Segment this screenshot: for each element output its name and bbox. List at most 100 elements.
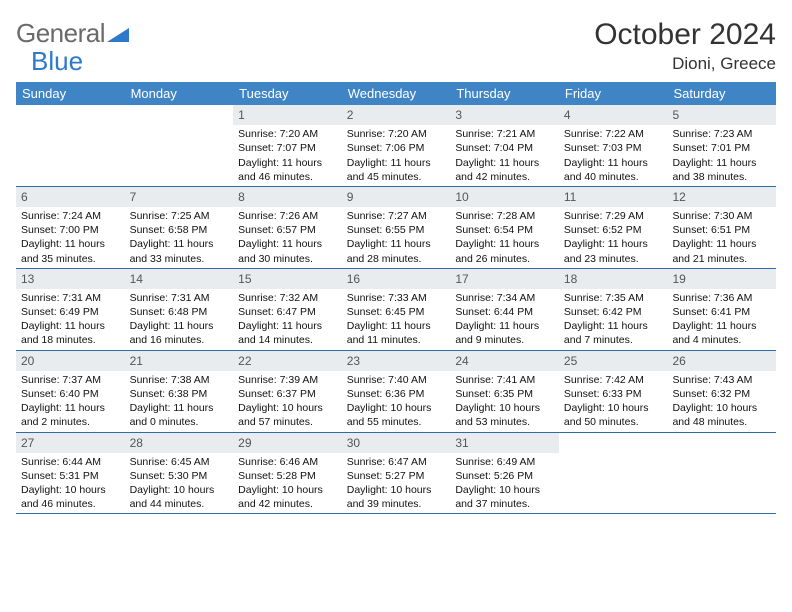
day-content: Sunrise: 7:29 AMSunset: 6:52 PMDaylight:… <box>559 207 668 268</box>
day-cell: 22Sunrise: 7:39 AMSunset: 6:37 PMDayligh… <box>233 351 342 432</box>
day-cell: 23Sunrise: 7:40 AMSunset: 6:36 PMDayligh… <box>342 351 451 432</box>
day-content: Sunrise: 7:31 AMSunset: 6:48 PMDaylight:… <box>125 289 234 350</box>
day-number: 10 <box>450 187 559 207</box>
day-cell: 21Sunrise: 7:38 AMSunset: 6:38 PMDayligh… <box>125 351 234 432</box>
day-content: Sunrise: 7:22 AMSunset: 7:03 PMDaylight:… <box>559 125 668 186</box>
day-cell: 18Sunrise: 7:35 AMSunset: 6:42 PMDayligh… <box>559 269 668 350</box>
day-number: 13 <box>16 269 125 289</box>
day-number: 12 <box>667 187 776 207</box>
day-content: Sunrise: 7:35 AMSunset: 6:42 PMDaylight:… <box>559 289 668 350</box>
day-header: Saturday <box>667 82 776 105</box>
day-content: Sunrise: 6:44 AMSunset: 5:31 PMDaylight:… <box>16 453 125 514</box>
day-header: Monday <box>125 82 234 105</box>
day-content: Sunrise: 7:36 AMSunset: 6:41 PMDaylight:… <box>667 289 776 350</box>
day-content: Sunrise: 7:41 AMSunset: 6:35 PMDaylight:… <box>450 371 559 432</box>
title-block: October 2024 Dioni, Greece <box>594 18 776 74</box>
week-row: 6Sunrise: 7:24 AMSunset: 7:00 PMDaylight… <box>16 187 776 269</box>
day-cell: 17Sunrise: 7:34 AMSunset: 6:44 PMDayligh… <box>450 269 559 350</box>
day-number: 24 <box>450 351 559 371</box>
day-number: 23 <box>342 351 451 371</box>
day-number: 6 <box>16 187 125 207</box>
week-row: 20Sunrise: 7:37 AMSunset: 6:40 PMDayligh… <box>16 351 776 433</box>
day-cell: 13Sunrise: 7:31 AMSunset: 6:49 PMDayligh… <box>16 269 125 350</box>
day-number: 19 <box>667 269 776 289</box>
day-content: Sunrise: 6:49 AMSunset: 5:26 PMDaylight:… <box>450 453 559 514</box>
logo: General <box>16 18 129 49</box>
day-content: Sunrise: 7:30 AMSunset: 6:51 PMDaylight:… <box>667 207 776 268</box>
day-header: Thursday <box>450 82 559 105</box>
week-row: 13Sunrise: 7:31 AMSunset: 6:49 PMDayligh… <box>16 269 776 351</box>
day-cell: 14Sunrise: 7:31 AMSunset: 6:48 PMDayligh… <box>125 269 234 350</box>
day-number: 7 <box>125 187 234 207</box>
day-number: 4 <box>559 105 668 125</box>
day-number: 31 <box>450 433 559 453</box>
day-cell: 24Sunrise: 7:41 AMSunset: 6:35 PMDayligh… <box>450 351 559 432</box>
day-content: Sunrise: 7:42 AMSunset: 6:33 PMDaylight:… <box>559 371 668 432</box>
day-number: 20 <box>16 351 125 371</box>
day-header: Sunday <box>16 82 125 105</box>
day-content: Sunrise: 6:45 AMSunset: 5:30 PMDaylight:… <box>125 453 234 514</box>
day-cell: 31Sunrise: 6:49 AMSunset: 5:26 PMDayligh… <box>450 433 559 514</box>
day-cell: 7Sunrise: 7:25 AMSunset: 6:58 PMDaylight… <box>125 187 234 268</box>
day-number: 11 <box>559 187 668 207</box>
calendar: SundayMondayTuesdayWednesdayThursdayFrid… <box>16 82 776 514</box>
day-cell: 25Sunrise: 7:42 AMSunset: 6:33 PMDayligh… <box>559 351 668 432</box>
month-title: October 2024 <box>594 18 776 52</box>
day-content: Sunrise: 7:20 AMSunset: 7:06 PMDaylight:… <box>342 125 451 186</box>
day-cell: 11Sunrise: 7:29 AMSunset: 6:52 PMDayligh… <box>559 187 668 268</box>
day-content: Sunrise: 7:38 AMSunset: 6:38 PMDaylight:… <box>125 371 234 432</box>
day-cell: 20Sunrise: 7:37 AMSunset: 6:40 PMDayligh… <box>16 351 125 432</box>
day-number: 25 <box>559 351 668 371</box>
day-cell: 27Sunrise: 6:44 AMSunset: 5:31 PMDayligh… <box>16 433 125 514</box>
day-number: 16 <box>342 269 451 289</box>
location: Dioni, Greece <box>594 54 776 74</box>
day-number: 26 <box>667 351 776 371</box>
day-content: Sunrise: 7:43 AMSunset: 6:32 PMDaylight:… <box>667 371 776 432</box>
day-number: 18 <box>559 269 668 289</box>
day-cell: 16Sunrise: 7:33 AMSunset: 6:45 PMDayligh… <box>342 269 451 350</box>
day-header: Friday <box>559 82 668 105</box>
day-cell: 10Sunrise: 7:28 AMSunset: 6:54 PMDayligh… <box>450 187 559 268</box>
day-cell: 12Sunrise: 7:30 AMSunset: 6:51 PMDayligh… <box>667 187 776 268</box>
day-cell: 15Sunrise: 7:32 AMSunset: 6:47 PMDayligh… <box>233 269 342 350</box>
day-number: 5 <box>667 105 776 125</box>
logo-text-1: General <box>16 18 105 49</box>
header: General October 2024 Dioni, Greece <box>16 18 776 74</box>
day-cell: 9Sunrise: 7:27 AMSunset: 6:55 PMDaylight… <box>342 187 451 268</box>
day-number: 8 <box>233 187 342 207</box>
day-cell: 19Sunrise: 7:36 AMSunset: 6:41 PMDayligh… <box>667 269 776 350</box>
day-header: Wednesday <box>342 82 451 105</box>
day-content: Sunrise: 7:26 AMSunset: 6:57 PMDaylight:… <box>233 207 342 268</box>
day-number: 2 <box>342 105 451 125</box>
day-cell: 30Sunrise: 6:47 AMSunset: 5:27 PMDayligh… <box>342 433 451 514</box>
day-number: 17 <box>450 269 559 289</box>
day-cell <box>16 105 125 186</box>
day-content: Sunrise: 7:37 AMSunset: 6:40 PMDaylight:… <box>16 371 125 432</box>
day-number: 28 <box>125 433 234 453</box>
day-cell <box>667 433 776 514</box>
day-content: Sunrise: 7:25 AMSunset: 6:58 PMDaylight:… <box>125 207 234 268</box>
day-content: Sunrise: 7:32 AMSunset: 6:47 PMDaylight:… <box>233 289 342 350</box>
day-number: 21 <box>125 351 234 371</box>
day-number: 30 <box>342 433 451 453</box>
day-content: Sunrise: 7:27 AMSunset: 6:55 PMDaylight:… <box>342 207 451 268</box>
day-headers-row: SundayMondayTuesdayWednesdayThursdayFrid… <box>16 82 776 105</box>
day-cell: 29Sunrise: 6:46 AMSunset: 5:28 PMDayligh… <box>233 433 342 514</box>
day-number: 14 <box>125 269 234 289</box>
day-number: 15 <box>233 269 342 289</box>
day-cell: 26Sunrise: 7:43 AMSunset: 6:32 PMDayligh… <box>667 351 776 432</box>
day-content: Sunrise: 7:23 AMSunset: 7:01 PMDaylight:… <box>667 125 776 186</box>
day-number: 27 <box>16 433 125 453</box>
day-content: Sunrise: 6:46 AMSunset: 5:28 PMDaylight:… <box>233 453 342 514</box>
day-content: Sunrise: 7:20 AMSunset: 7:07 PMDaylight:… <box>233 125 342 186</box>
week-row: 27Sunrise: 6:44 AMSunset: 5:31 PMDayligh… <box>16 433 776 515</box>
week-row: 1Sunrise: 7:20 AMSunset: 7:07 PMDaylight… <box>16 105 776 187</box>
day-cell <box>559 433 668 514</box>
day-content: Sunrise: 7:33 AMSunset: 6:45 PMDaylight:… <box>342 289 451 350</box>
day-content: Sunrise: 7:24 AMSunset: 7:00 PMDaylight:… <box>16 207 125 268</box>
logo-icon <box>107 18 129 49</box>
day-number: 1 <box>233 105 342 125</box>
day-header: Tuesday <box>233 82 342 105</box>
day-cell: 6Sunrise: 7:24 AMSunset: 7:00 PMDaylight… <box>16 187 125 268</box>
day-number: 3 <box>450 105 559 125</box>
